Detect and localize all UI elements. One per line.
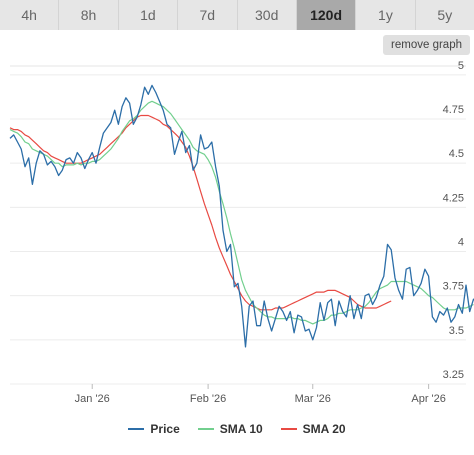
tab-120d[interactable]: 120d [296,0,357,30]
legend-label-sma-20: SMA 20 [302,422,346,436]
y-tick-label: 5 [458,60,464,72]
tab-8h[interactable]: 8h [59,0,119,30]
tab-7d[interactable]: 7d [178,0,238,30]
tab-1y[interactable]: 1y [356,0,416,30]
y-tick-label: 3.75 [443,281,464,293]
tab-4h[interactable]: 4h [0,0,60,30]
range-tab-bar: 4h 8h 1d 7d 30d 120d 1y 5y [0,0,474,30]
x-tick-label: Mar '26 [295,393,331,405]
y-tick-label: 3.25 [443,369,464,381]
tab-1d[interactable]: 1d [118,0,179,30]
y-tick-label: 4 [458,237,464,249]
x-tick-label: Apr '26 [411,393,446,405]
legend-swatch-sma-20 [280,428,297,430]
price-line [9,84,474,348]
y-tick-label: 4.75 [443,104,464,116]
legend-label-sma-10: SMA 10 [219,422,263,436]
legend-item-sma-20[interactable]: SMA 20 [280,422,346,436]
tab-30d[interactable]: 30d [237,0,297,30]
grid-layer [10,65,466,385]
legend-item-price[interactable]: Price [128,422,180,436]
legend-swatch-price [128,428,145,430]
y-tick-label: 3.5 [449,325,464,337]
tab-5y[interactable]: 5y [415,0,474,30]
y-tick-label: 4.5 [449,148,464,160]
remove-graph-button[interactable]: remove graph [383,35,470,55]
series-layer [9,84,474,348]
legend-item-sma-10[interactable]: SMA 10 [197,422,263,436]
x-axis: Jan '26 Feb '26 Mar '26 Apr '26 [75,384,446,405]
y-axis: 3.25 3.5 3.75 4 4.25 4.5 4.75 5 [443,60,464,381]
x-tick-label: Feb '26 [190,393,226,405]
sma-20-line [9,114,392,311]
price-chart: Jan '26 Feb '26 Mar '26 Apr '26 3.25 3.5 3.75… [9,60,474,405]
legend-label-price: Price [150,422,180,436]
chart-legend: Price SMA 10 SMA 20 [0,418,474,440]
legend-swatch-sma-10 [197,428,214,430]
y-tick-label: 4.25 [443,192,464,204]
x-tick-label: Jan '26 [75,393,110,405]
